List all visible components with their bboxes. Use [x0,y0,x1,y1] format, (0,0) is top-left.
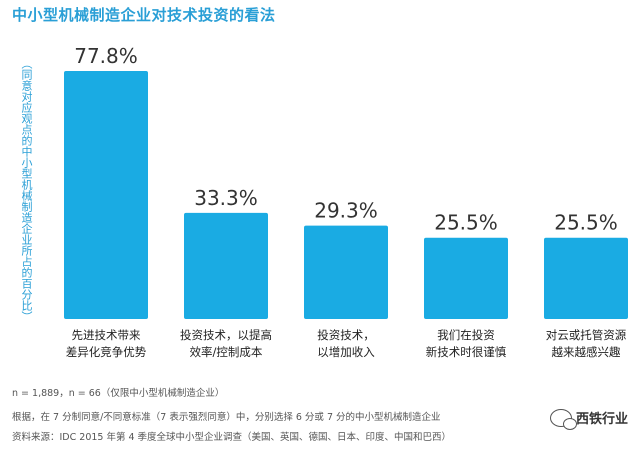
sample-size-note: n = 1,889，n = 66（仅限中小型机械制造企业） [12,388,225,399]
data-label-1: 77.8% [74,44,138,68]
category-label-3-line-2: 以增加收入 [317,345,375,359]
y-axis-label-line-2: 机械制造企业所占的百分比） [20,179,33,322]
y-axis-label-line-1: （同意对应观点的中小型 [20,58,33,179]
y-axis-label: （同意对应观点的中小型 机械制造企业所占的百分比） [6,58,46,322]
category-label-5-line-2: 越来越感兴趣 [552,345,621,359]
bar-3 [304,225,388,319]
watermark: 西铁行业 [549,408,628,430]
data-label-3: 29.3% [314,199,378,223]
bar-4 [424,237,508,319]
data-label-5: 25.5% [554,211,618,235]
bar-1 [64,71,148,319]
category-label-4-line-2: 新技术时很谨慎 [426,345,507,359]
wechat-icon [549,408,577,430]
category-label-4-line-1: 我们在投资 [437,328,495,342]
source-note: 资料来源：IDC 2015 年第 4 季度全球中小型企业调查（美国、英国、德国、… [12,432,452,443]
category-label-1-line-1: 先进技术带来 [72,328,141,342]
category-label-1-line-2: 差异化竞争优势 [66,345,147,359]
category-label-5-line-1: 对云或托管资源 [546,328,627,342]
bar-2 [184,212,268,319]
bar-5 [544,237,628,319]
category-label-3-line-1: 投资技术， [317,328,375,342]
category-label-2-line-1: 投资技术，以提高 [180,328,272,342]
category-label-2-line-2: 效率/控制成本 [190,345,263,359]
watermark-text: 西铁行业 [575,412,628,427]
criteria-note: 根据，在 7 分制同意/不同意标准（7 表示强烈同意）中，分别选择 6 分或 7… [12,412,441,423]
chart-title: 中小型机械制造企业对技术投资的看法 [12,6,276,24]
data-label-2: 33.3% [194,186,258,210]
data-label-4: 25.5% [434,211,498,235]
